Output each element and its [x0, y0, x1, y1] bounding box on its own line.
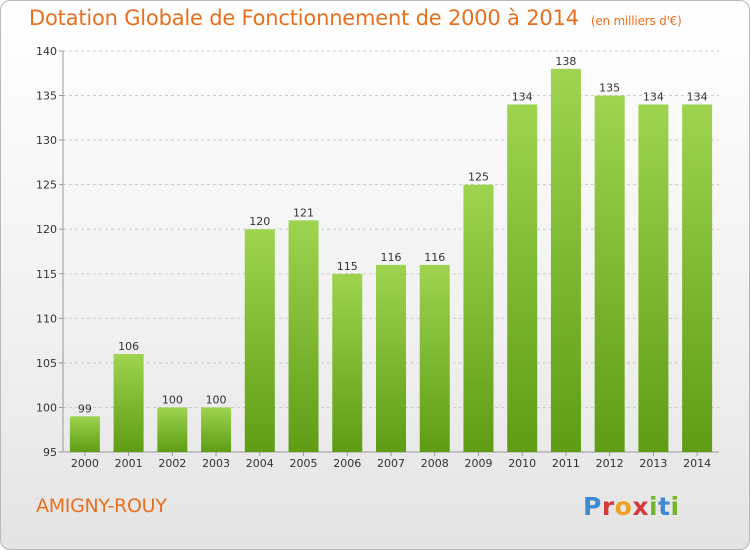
bar-value-label: 134 — [512, 90, 533, 103]
y-tick-label: 125 — [36, 179, 57, 192]
bar — [376, 264, 406, 452]
bar-value-label: 100 — [162, 393, 183, 406]
logo-letter: o — [614, 492, 633, 521]
y-tick-label: 105 — [36, 357, 57, 370]
logo-letter: i — [670, 492, 680, 521]
unit-label: (en milliers d'€) — [590, 14, 682, 28]
y-tick-label: 115 — [36, 268, 57, 281]
x-tick-label: 2009 — [464, 457, 492, 470]
y-tick-label: 100 — [36, 401, 57, 414]
bar — [332, 273, 363, 452]
x-tick-label: 2005 — [290, 457, 318, 470]
x-tick-label: 2012 — [596, 457, 624, 470]
x-tick-label: 2002 — [158, 457, 186, 470]
x-tick-label: 2008 — [421, 457, 449, 470]
y-tick-label: 130 — [36, 134, 57, 147]
logo-letter: t — [658, 492, 671, 521]
y-tick-label: 140 — [36, 45, 57, 58]
bar-value-label: 121 — [293, 206, 314, 219]
bar-value-label: 116 — [424, 251, 445, 264]
bar — [201, 407, 232, 452]
chart-title: Dotation Globale de Fonctionnement de 20… — [29, 6, 682, 30]
bar-value-label: 116 — [381, 251, 402, 264]
title-text: Dotation Globale de Fonctionnement de 20… — [29, 6, 579, 30]
bar — [507, 104, 538, 452]
logo-letter: i — [649, 492, 659, 521]
y-tick-label: 95 — [43, 446, 57, 459]
bar — [69, 416, 100, 452]
y-tick-label: 135 — [36, 90, 57, 103]
x-tick-label: 2004 — [246, 457, 274, 470]
x-tick-label: 2006 — [333, 457, 361, 470]
bar — [113, 353, 144, 452]
x-tick-label: 2013 — [639, 457, 667, 470]
bar — [550, 68, 581, 453]
bar — [419, 264, 450, 452]
bar — [682, 104, 713, 452]
bar-value-label: 115 — [337, 260, 358, 273]
x-tick-label: 2014 — [683, 457, 711, 470]
bar-value-label: 106 — [118, 340, 139, 353]
bar — [594, 95, 625, 453]
axes: 95 100 105 110 115 120 125 130 135 140 2000 2001 200… — [36, 45, 719, 470]
bar-value-label: 134 — [643, 90, 664, 103]
bar-value-label: 120 — [249, 215, 270, 228]
proxiti-logo: Proxiti — [583, 492, 680, 521]
x-tick-label: 2001 — [115, 457, 143, 470]
x-tick-label: 2003 — [202, 457, 230, 470]
bar — [157, 407, 188, 452]
x-tick-label: 2010 — [508, 457, 536, 470]
bar-value-label: 100 — [206, 393, 227, 406]
bars: 99 106 100 100 120 121 115 116 116 125 134 138 135 13… — [69, 55, 713, 453]
bar — [288, 220, 319, 452]
y-tick-label: 110 — [36, 312, 57, 325]
bar-value-label: 134 — [687, 90, 708, 103]
logo-letter: r — [601, 492, 615, 521]
bar-value-label: 135 — [599, 82, 620, 95]
commune-name: AMIGNY-ROUY — [36, 495, 167, 517]
bar-value-label: 125 — [468, 171, 489, 184]
x-tick-label: 2011 — [552, 457, 580, 470]
bar-value-label: 138 — [555, 55, 576, 68]
x-tick-label: 2007 — [377, 457, 405, 470]
logo-letter: x — [632, 492, 649, 521]
x-tick-label: 2000 — [71, 457, 99, 470]
bar — [244, 229, 275, 452]
bar-value-label: 99 — [78, 402, 92, 415]
logo-letter: P — [583, 492, 602, 521]
bar — [463, 184, 494, 452]
y-tick-label: 120 — [36, 223, 57, 236]
bar — [638, 104, 669, 452]
